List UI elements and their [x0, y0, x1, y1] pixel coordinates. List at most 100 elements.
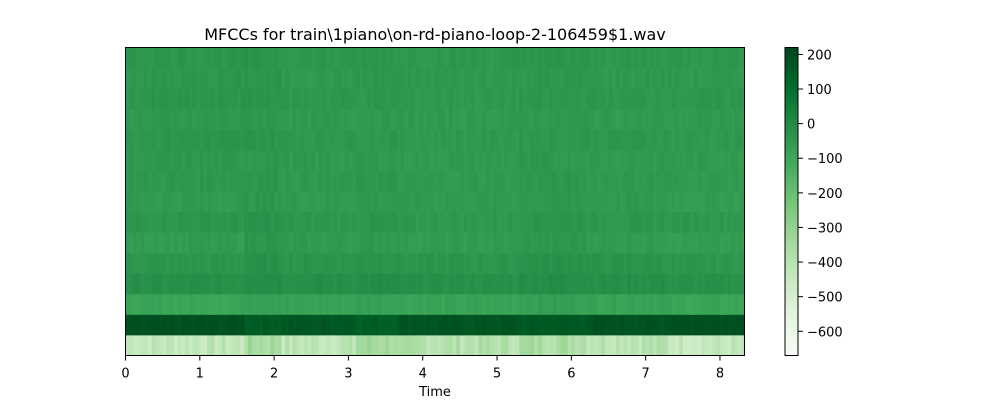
heatmap-cell [523, 314, 528, 336]
heatmap-cell [303, 47, 308, 69]
heatmap-cell [162, 109, 167, 131]
heatmap-cell [222, 150, 227, 172]
heatmap-cell [552, 88, 557, 110]
heatmap-cell [244, 273, 249, 295]
heatmap-cell [266, 273, 271, 295]
heatmap-cell [578, 252, 583, 274]
heatmap-cell [300, 293, 305, 315]
heatmap-cell [419, 88, 424, 110]
heatmap-cell [170, 88, 175, 110]
heatmap-cell [445, 68, 450, 89]
heatmap-cell [537, 47, 543, 69]
heatmap-cell [166, 68, 171, 89]
heatmap-cell [630, 232, 635, 254]
heatmap-cell [593, 232, 598, 254]
heatmap-cell [277, 293, 282, 315]
heatmap-cell [404, 334, 409, 356]
heatmap-cell [404, 293, 409, 315]
heatmap-cell [578, 170, 583, 192]
heatmap-cell [742, 88, 745, 110]
heatmap-cell [188, 170, 193, 192]
heatmap-cell [738, 273, 743, 295]
heatmap-cell [500, 88, 505, 110]
heatmap-cell [173, 232, 178, 254]
heatmap-cell [389, 334, 394, 356]
heatmap-cell [381, 47, 386, 69]
heatmap-cell [415, 293, 420, 315]
heatmap-cell [612, 314, 617, 336]
heatmap-cell [274, 273, 279, 295]
heatmap-cell [236, 47, 242, 69]
heatmap-cell [329, 47, 334, 69]
heatmap-cell [222, 314, 227, 336]
heatmap-cell [307, 314, 312, 336]
heatmap-cell [173, 191, 178, 213]
heatmap-cell [511, 232, 517, 254]
heatmap-cell [378, 191, 383, 213]
heatmap-cell [508, 273, 513, 295]
heatmap-cell [459, 293, 465, 315]
heatmap-cell [407, 273, 412, 295]
heatmap-cell [385, 293, 390, 315]
heatmap-cell [653, 68, 658, 89]
heatmap-cell [166, 314, 171, 336]
heatmap-cell [140, 273, 145, 295]
heatmap-cell [404, 232, 409, 254]
heatmap-cell [630, 150, 635, 172]
heatmap-cell [170, 232, 175, 254]
heatmap-cell [656, 88, 661, 110]
heatmap-cell [251, 170, 256, 192]
heatmap-cell [619, 252, 624, 274]
heatmap-cell [236, 191, 242, 213]
heatmap-cell [586, 293, 591, 315]
heatmap-cell [255, 88, 260, 110]
heatmap-cell [519, 273, 524, 295]
heatmap-cell [341, 334, 346, 356]
heatmap-cell [259, 293, 264, 315]
heatmap-cell [534, 252, 539, 274]
heatmap-cell [378, 47, 383, 69]
heatmap-cell [459, 334, 465, 356]
heatmap-cell [229, 170, 234, 192]
heatmap-cell [716, 68, 721, 89]
heatmap-cell [210, 68, 216, 89]
heatmap-cell [504, 211, 509, 233]
heatmap-cell [344, 252, 349, 274]
heatmap-cell [567, 47, 572, 69]
heatmap-cell [404, 109, 409, 131]
heatmap-cell [270, 273, 275, 295]
heatmap-cell [500, 293, 505, 315]
heatmap-cell [430, 314, 435, 336]
heatmap-cell [734, 232, 739, 254]
heatmap-cell [262, 129, 268, 151]
heatmap-cell [393, 314, 398, 336]
heatmap-cell [132, 191, 138, 213]
heatmap-cell [463, 191, 468, 213]
heatmap-cell [199, 150, 204, 172]
heatmap-cell [292, 334, 297, 356]
heatmap-cell [719, 334, 725, 356]
heatmap-cell [719, 170, 725, 192]
heatmap-cell [742, 191, 745, 213]
heatmap-cell [623, 109, 628, 131]
heatmap-cell [593, 129, 598, 151]
heatmap-cell [326, 252, 331, 274]
heatmap-cell [549, 273, 554, 295]
heatmap-cell [597, 293, 602, 315]
heatmap-cell [370, 150, 375, 172]
heatmap-cell [549, 293, 554, 315]
heatmap-cell [251, 47, 256, 69]
heatmap-cell [433, 273, 439, 295]
heatmap-cell [723, 273, 728, 295]
heatmap-cell [363, 252, 368, 274]
heatmap-cell [370, 211, 375, 233]
heatmap-cell [140, 314, 145, 336]
heatmap-cell [731, 314, 736, 336]
heatmap-cell [314, 150, 320, 172]
heatmap-cell [448, 252, 453, 274]
heatmap-cell [589, 47, 595, 69]
heatmap-cell [225, 314, 230, 336]
heatmap-cell [333, 211, 338, 233]
heatmap-cell [719, 109, 725, 131]
heatmap-cell [210, 150, 216, 172]
